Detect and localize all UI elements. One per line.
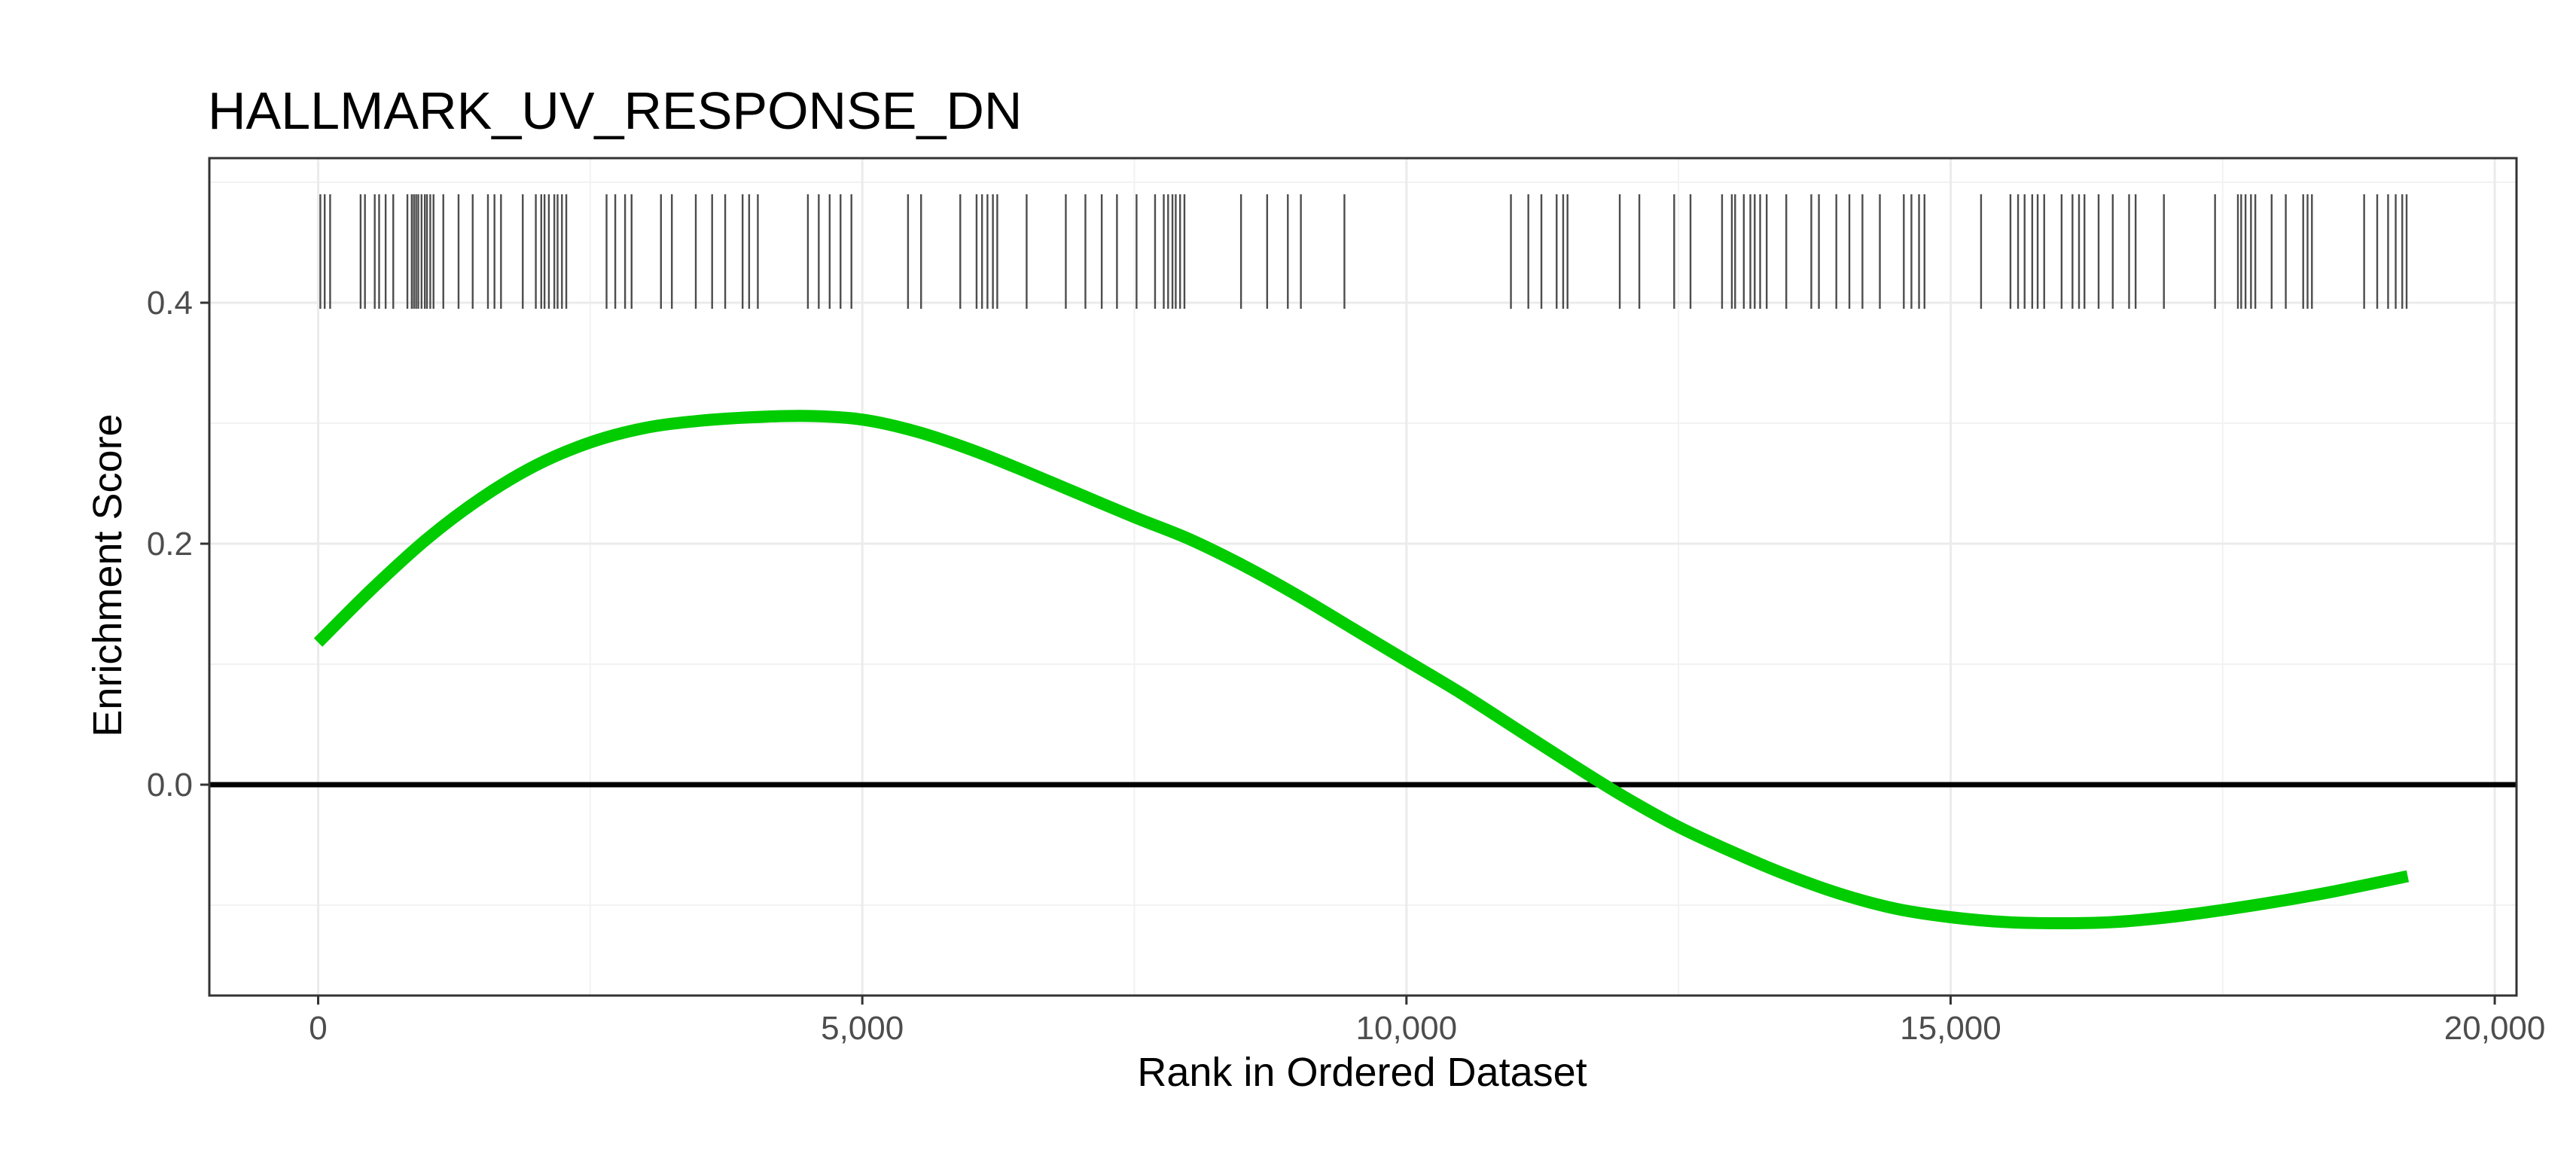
x-tick-label: 5,000 [821, 1010, 904, 1047]
y-tick-label: 0.4 [147, 285, 193, 322]
y-axis-title: Enrichment Score [85, 413, 130, 736]
chart-title: HALLMARK_UV_RESPONSE_DN [208, 81, 1022, 140]
gene-hit-rug [319, 194, 2408, 309]
x-tick-label: 20,000 [2444, 1010, 2546, 1047]
x-axis-ticks: 0 5,000 10,000 15,000 20,000 [309, 996, 2545, 1047]
y-axis-ticks: 0.0 0.2 0.4 [147, 285, 209, 804]
x-tick-label: 10,000 [1356, 1010, 1458, 1047]
enrichment-score-curve [313, 410, 2410, 929]
y-tick-label: 0.0 [147, 767, 193, 804]
y-tick-label: 0.2 [147, 526, 193, 563]
minor-gridlines [209, 158, 2517, 996]
panel-border [208, 157, 2518, 997]
x-tick-label: 15,000 [1900, 1010, 2001, 1047]
x-tick-label: 0 [309, 1010, 327, 1047]
x-axis-title: Rank in Ordered Dataset [1137, 1050, 1587, 1095]
